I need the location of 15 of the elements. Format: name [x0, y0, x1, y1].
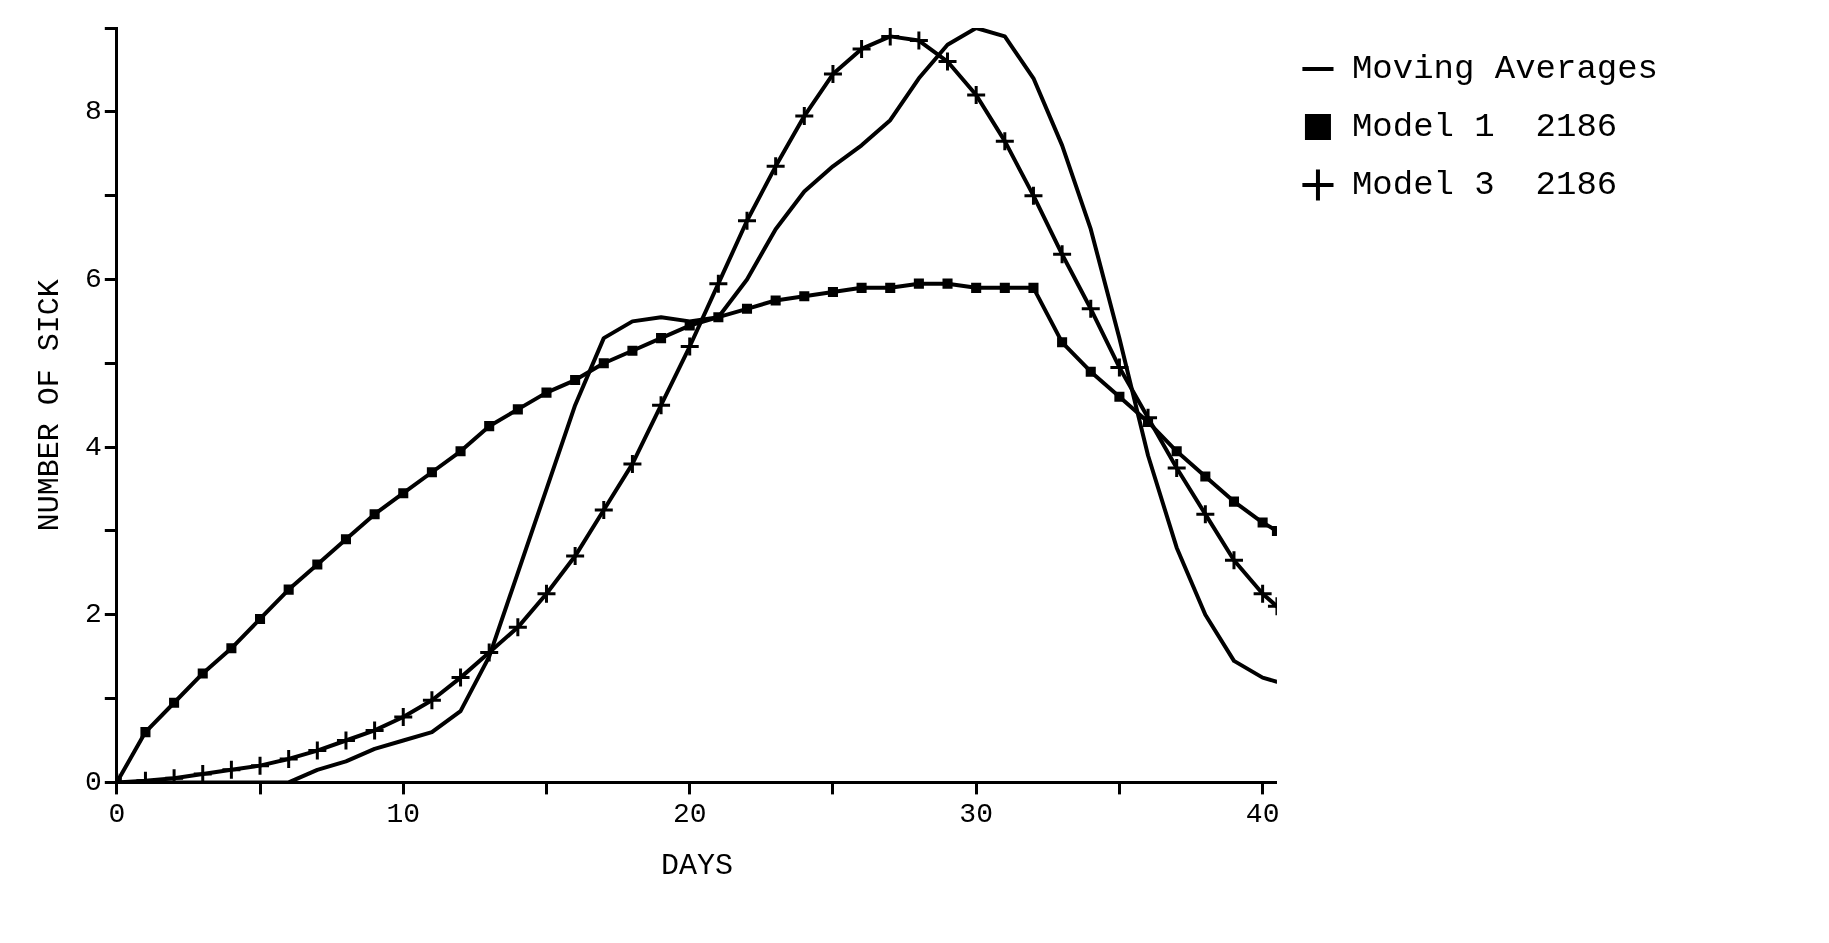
y-axis-title: NUMBER OF SICK — [32, 279, 67, 532]
y-tick-label: 8 — [84, 96, 102, 128]
legend-label: Model 3 2186 — [1351, 166, 1618, 204]
y-tick-label: 2 — [84, 599, 102, 631]
y-tick-label: 0 — [84, 766, 102, 798]
x-tick-label: 40 — [1245, 798, 1280, 830]
x-tick-label: 10 — [386, 798, 421, 830]
legend-label: Model 1 2186 — [1351, 108, 1618, 146]
legend-label: Moving Averages — [1351, 50, 1659, 88]
x-tick-label: 20 — [672, 798, 707, 830]
x-tick-label: 30 — [959, 798, 993, 830]
x-axis-title: DAYS — [660, 848, 733, 883]
x-tick-label: 0 — [108, 798, 126, 830]
y-tick-label: 4 — [84, 431, 102, 463]
y-tick-label: 6 — [84, 263, 102, 295]
